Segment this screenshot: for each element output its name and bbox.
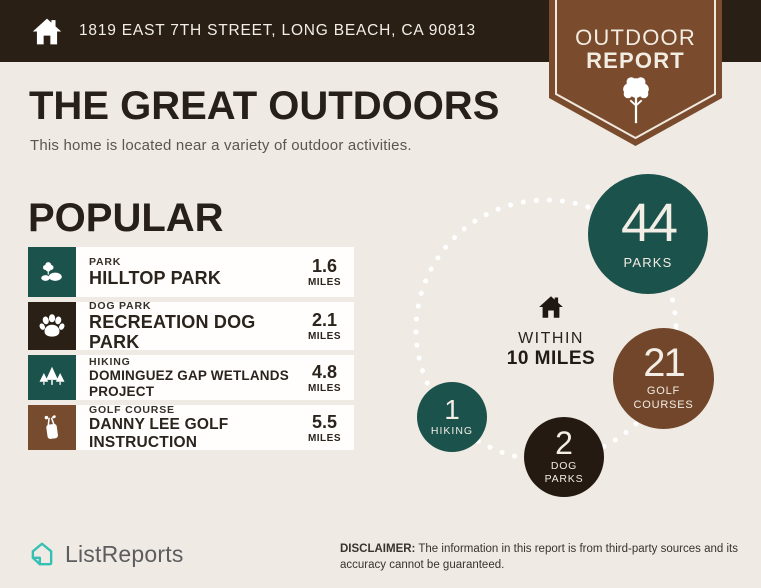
list-item-golf: GOLF COURSE DANNY LEE GOLF INSTRUCTION 5… [28, 404, 354, 451]
page-title: THE GREAT OUTDOORS [29, 84, 500, 128]
ribbon-shape [549, 0, 722, 146]
pine-trees-icon-tile [28, 355, 76, 400]
category-label: HIKING [89, 356, 131, 369]
paw-icon [39, 314, 65, 337]
bubble-label: GOLF COURSES [633, 385, 694, 411]
bubble-value: 44 [620, 193, 678, 254]
listreports-house-icon [31, 542, 53, 566]
popular-list: PARK HILLTOP PARK 1.6 MILES [28, 247, 354, 451]
badge-line1: OUTDOOR [575, 25, 696, 50]
distance-unit: MILES [307, 277, 341, 288]
radius-center-label: WITHIN 10 MILES [481, 294, 621, 370]
house-icon [32, 18, 62, 44]
place-name: DOMINGUEZ GAP WETLANDS PROJECT [89, 368, 289, 399]
bubble-dog-parks: 2 DOG PARKS [524, 417, 604, 497]
golf-bag-icon [44, 414, 58, 439]
bubble-hiking: 1 HIKING [417, 382, 487, 452]
distance-unit: MILES [307, 331, 341, 342]
distance: 5.5 MILES [308, 405, 354, 450]
bubble-value: 2 [555, 424, 573, 461]
tree-icon [622, 77, 649, 124]
ten-miles-label: 10 MILES [506, 348, 596, 369]
disclaimer-text: The information in this report is from t… [340, 543, 738, 572]
distance-value: 4.8 [311, 361, 337, 382]
distance-value: 2.1 [311, 310, 337, 330]
list-item-park: PARK HILLTOP PARK 1.6 MILES [28, 247, 354, 297]
pine-trees-icon [39, 366, 65, 385]
list-item-hiking: HIKING DOMINGUEZ GAP WETLANDS PROJECT 4.… [28, 355, 354, 400]
distance: 1.6 MILES [308, 247, 354, 297]
bubble-label: PARKS [623, 254, 673, 270]
logo-text: ListReports [65, 540, 184, 567]
list-item-text: GOLF COURSE DANNY LEE GOLF INSTRUCTION [76, 404, 308, 451]
popular-heading: POPULAR [28, 196, 224, 240]
distance-unit: MILES [307, 382, 341, 394]
page-subtitle: This home is located near a variety of o… [30, 137, 412, 154]
golf-bag-icon-tile [28, 405, 76, 450]
disclaimer-label: DISCLAIMER: [340, 543, 416, 555]
category-label: GOLF COURSE [89, 404, 175, 417]
list-item-text: DOG PARK RECREATION DOG PARK [76, 299, 308, 352]
distance-value: 5.5 [311, 411, 337, 432]
outdoor-report-badge: OUTDOOR REPORT [549, 0, 722, 147]
bubble-label: DOG PARKS [544, 460, 584, 486]
place-name: DANNY LEE GOLF INSTRUCTION [89, 416, 229, 451]
bubble-value: 21 [643, 341, 685, 386]
place-name: HILLTOP PARK [89, 267, 222, 288]
list-item-dog-park: DOG PARK RECREATION DOG PARK 2.1 MILES [28, 299, 354, 352]
category-label: DOG PARK [89, 299, 152, 312]
bubble-value: 1 [444, 393, 460, 425]
bubble-parks: 44 PARKS [588, 174, 708, 294]
house-icon [539, 296, 563, 318]
distance-value: 1.6 [311, 256, 337, 276]
distance: 2.1 MILES [308, 302, 354, 350]
distance: 4.8 MILES [308, 355, 354, 400]
list-item-text: HIKING DOMINGUEZ GAP WETLANDS PROJECT [76, 355, 308, 400]
disclaimer: DISCLAIMER: The information in this repo… [340, 541, 738, 573]
property-address: 1819 EAST 7TH STREET, LONG BEACH, CA 908… [79, 22, 476, 39]
listreports-logo: ListReports [28, 540, 184, 568]
bubble-golf-courses: 21 GOLF COURSES [613, 328, 714, 429]
park-icon-tile [28, 247, 76, 297]
place-name: RECREATION DOG PARK [89, 311, 256, 352]
bubble-label: HIKING [430, 425, 474, 438]
category-label: PARK [89, 255, 122, 268]
park-icon [41, 262, 62, 281]
list-item-text: PARK HILLTOP PARK [76, 247, 308, 297]
distance-unit: MILES [307, 432, 341, 444]
within-label: WITHIN [518, 330, 584, 347]
badge-line2: REPORT [586, 48, 685, 73]
paw-icon-tile [28, 302, 76, 350]
